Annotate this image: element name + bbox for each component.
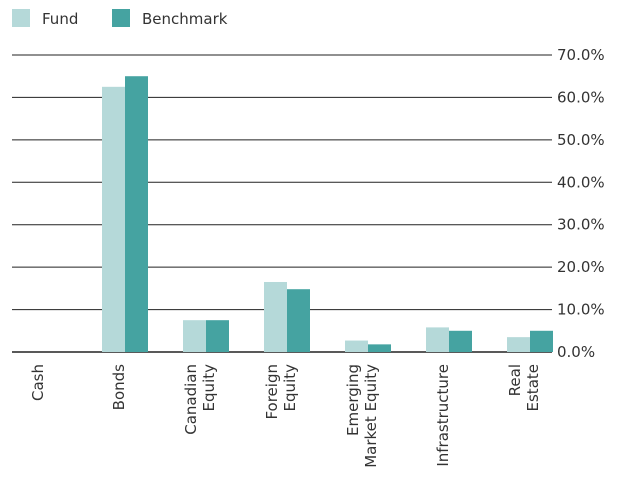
y-tick-label: 40.0% (557, 173, 605, 191)
y-tick-label: 0.0% (557, 343, 595, 361)
y-tick-label: 20.0% (557, 258, 605, 276)
x-category-label: RealEstate (506, 364, 542, 411)
legend-swatch-fund (12, 9, 30, 27)
bar-fund (102, 86, 125, 353)
bar-benchmark (206, 320, 229, 352)
y-tick-label: 60.0% (557, 88, 605, 106)
bar-fund (183, 320, 206, 352)
y-tick-label: 10.0% (557, 301, 605, 319)
bar-benchmark (368, 344, 391, 352)
bar-fund (345, 340, 368, 352)
x-category-label: Infrastructure (434, 364, 452, 467)
bar-benchmark (449, 330, 472, 352)
x-category-label: CanadianEquity (182, 364, 218, 435)
x-category-label: ForeignEquity (263, 364, 299, 420)
bar-fund (426, 327, 449, 352)
legend-label-benchmark: Benchmark (142, 10, 228, 28)
y-axis-ticks: 0.0% 10.0% 20.0% 30.0% 40.0% 50.0% 60.0% 70.0% (557, 46, 605, 361)
x-category-label: Bonds (110, 364, 128, 410)
y-tick-label: 70.0% (557, 46, 605, 64)
bars (102, 76, 553, 353)
bar-benchmark (125, 76, 148, 352)
y-tick-label: 30.0% (557, 216, 605, 234)
bar-benchmark (287, 289, 310, 352)
bar-benchmark (530, 330, 553, 352)
legend-swatch-benchmark (112, 9, 130, 27)
legend: Fund Benchmark (12, 9, 228, 28)
x-category-label: Cash (29, 364, 47, 401)
bar-fund (264, 281, 287, 352)
x-category-label: EmergingMarket Equity (344, 364, 380, 468)
legend-label-fund: Fund (42, 10, 78, 28)
x-axis-labels: Cash Bonds CanadianEquity ForeignEquity Emer… (29, 364, 542, 468)
y-tick-label: 50.0% (557, 131, 605, 149)
bar-fund (507, 337, 530, 352)
